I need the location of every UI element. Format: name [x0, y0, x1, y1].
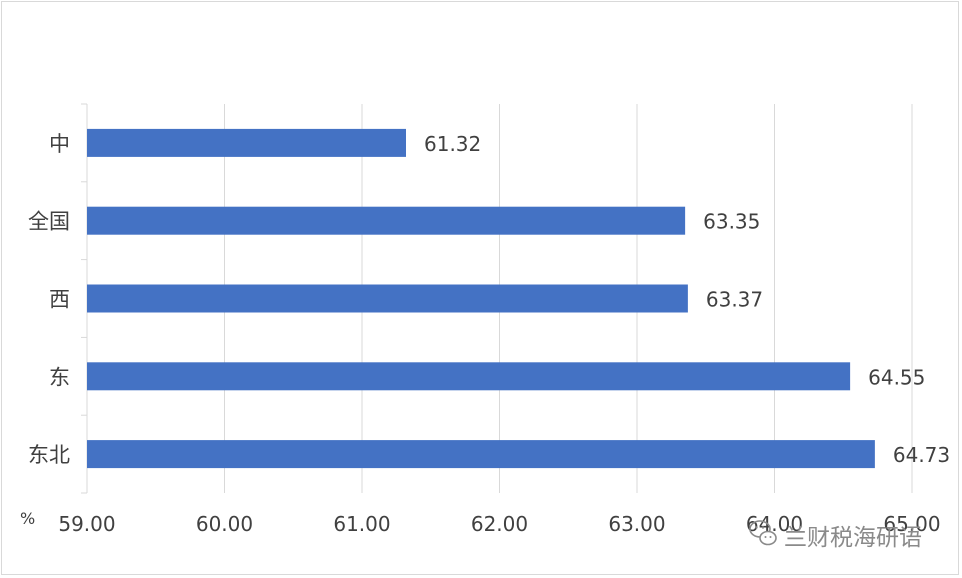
x-tick-label: 60.00 — [196, 512, 253, 536]
data-label: 63.35 — [703, 210, 760, 234]
category-label: 全国 — [28, 210, 70, 234]
bar — [87, 440, 875, 469]
x-tick-label: 65.00 — [883, 512, 940, 536]
category-label: 东北 — [28, 443, 70, 467]
x-tick-label: 62.00 — [471, 512, 528, 536]
x-tick-label: 64.00 — [746, 512, 803, 536]
watermark-text: 兰财税海研语 — [784, 525, 922, 551]
watermark: 兰财税海研语 — [749, 520, 922, 551]
x-unit-label: % — [20, 509, 35, 528]
data-label: 61.32 — [424, 132, 481, 156]
data-labels: 61.32 63.35 63.37 64.55 64.73 — [424, 132, 950, 467]
bars — [87, 128, 875, 469]
bar — [87, 128, 406, 157]
bar — [87, 362, 851, 391]
bar — [87, 284, 688, 313]
category-label: 东 — [49, 365, 70, 389]
bar — [87, 206, 686, 235]
category-label: 中 — [49, 132, 70, 156]
gridlines — [224, 104, 913, 493]
wechat-icon — [749, 520, 777, 546]
axes — [81, 103, 88, 494]
category-label: 西 — [49, 288, 70, 312]
x-tick-label: 61.00 — [333, 512, 390, 536]
data-label: 63.37 — [706, 288, 763, 312]
data-label: 64.73 — [893, 443, 950, 467]
data-label: 64.55 — [868, 365, 925, 389]
x-tick-label: 63.00 — [608, 512, 665, 536]
x-tick-labels: 59.00 60.00 61.00 62.00 63.00 64.00 65.00 — [58, 512, 940, 536]
x-tick-label: 59.00 — [58, 512, 115, 536]
